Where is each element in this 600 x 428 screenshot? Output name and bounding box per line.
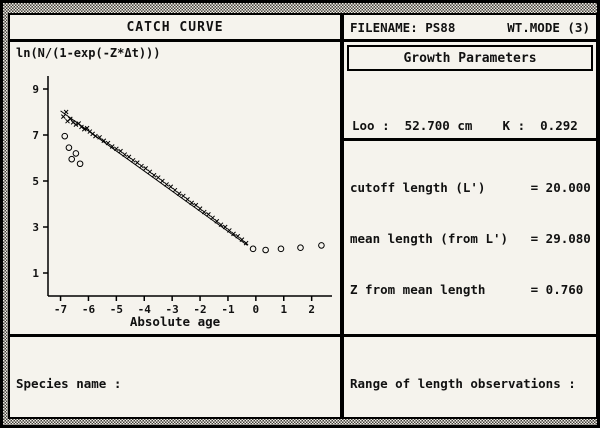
catch-curve-plot-panel: ln(N/(1-exp(-Z*Δt))) 9 7 5 3 1 -7 -6 -5 -4 -3 -2 -1… — [8, 40, 342, 336]
growth-parameters-title: Growth Parameters — [347, 45, 593, 71]
svg-text:-6: -6 — [82, 303, 96, 316]
param-z-mean-length: Z from mean length = 0.760 — [350, 282, 584, 297]
svg-text:-4: -4 — [138, 303, 152, 316]
species-info-panel: Species name : ► Pseudotolithus senegale… — [8, 335, 342, 419]
loo-k-values: Loo : 52.700 cm K : 0.292 — [352, 118, 578, 133]
wt-mode-label: WT.MODE (3) — [507, 19, 590, 35]
svg-text:-7: -7 — [54, 303, 67, 316]
svg-text:0: 0 — [253, 303, 260, 316]
param-mean-length: mean length (from L') = 29.080 — [350, 231, 591, 246]
plot-y-axis-label: ln(N/(1-exp(-Z*Δt))) — [16, 46, 161, 60]
svg-text:1: 1 — [280, 303, 287, 316]
svg-text:1: 1 — [32, 267, 39, 280]
param-cutoff-length: cutoff length (L') = 20.000 — [350, 180, 591, 195]
svg-text:-3: -3 — [166, 303, 179, 316]
catch-curve-title: CATCH CURVE — [126, 19, 224, 35]
svg-text:-1: -1 — [221, 303, 235, 316]
svg-text:9: 9 — [32, 83, 39, 96]
filename-label: FILENAME: PS88 — [350, 19, 456, 35]
catch-curve-title-box: CATCH CURVE — [8, 13, 342, 41]
svg-text:3: 3 — [32, 221, 39, 234]
species-name-label: Species name : — [16, 376, 122, 391]
plot-x-axis-label: Absolute age — [129, 314, 221, 329]
range-label: Range of length observations : — [350, 376, 576, 391]
filename-header-panel: FILENAME: PS88 WT.MODE (3) — [342, 13, 597, 41]
svg-text:7: 7 — [32, 129, 39, 142]
svg-text:2: 2 — [308, 303, 315, 316]
svg-text:-5: -5 — [110, 303, 123, 316]
svg-text:-2: -2 — [193, 303, 206, 316]
svg-text:5: 5 — [32, 175, 39, 188]
length-observations-panel: Range of length observations : ► 11 - 51… — [342, 335, 597, 419]
mortality-parameters-panel: cutoff length (L') = 20.000 mean length … — [342, 139, 597, 399]
catch-curve-plot: 9 7 5 3 1 -7 -6 -5 -4 -3 -2 -1 0 1 2 — [32, 76, 332, 316]
growth-parameters-panel: Growth Parameters Loo : 52.700 cm K : 0.… — [342, 40, 597, 190]
